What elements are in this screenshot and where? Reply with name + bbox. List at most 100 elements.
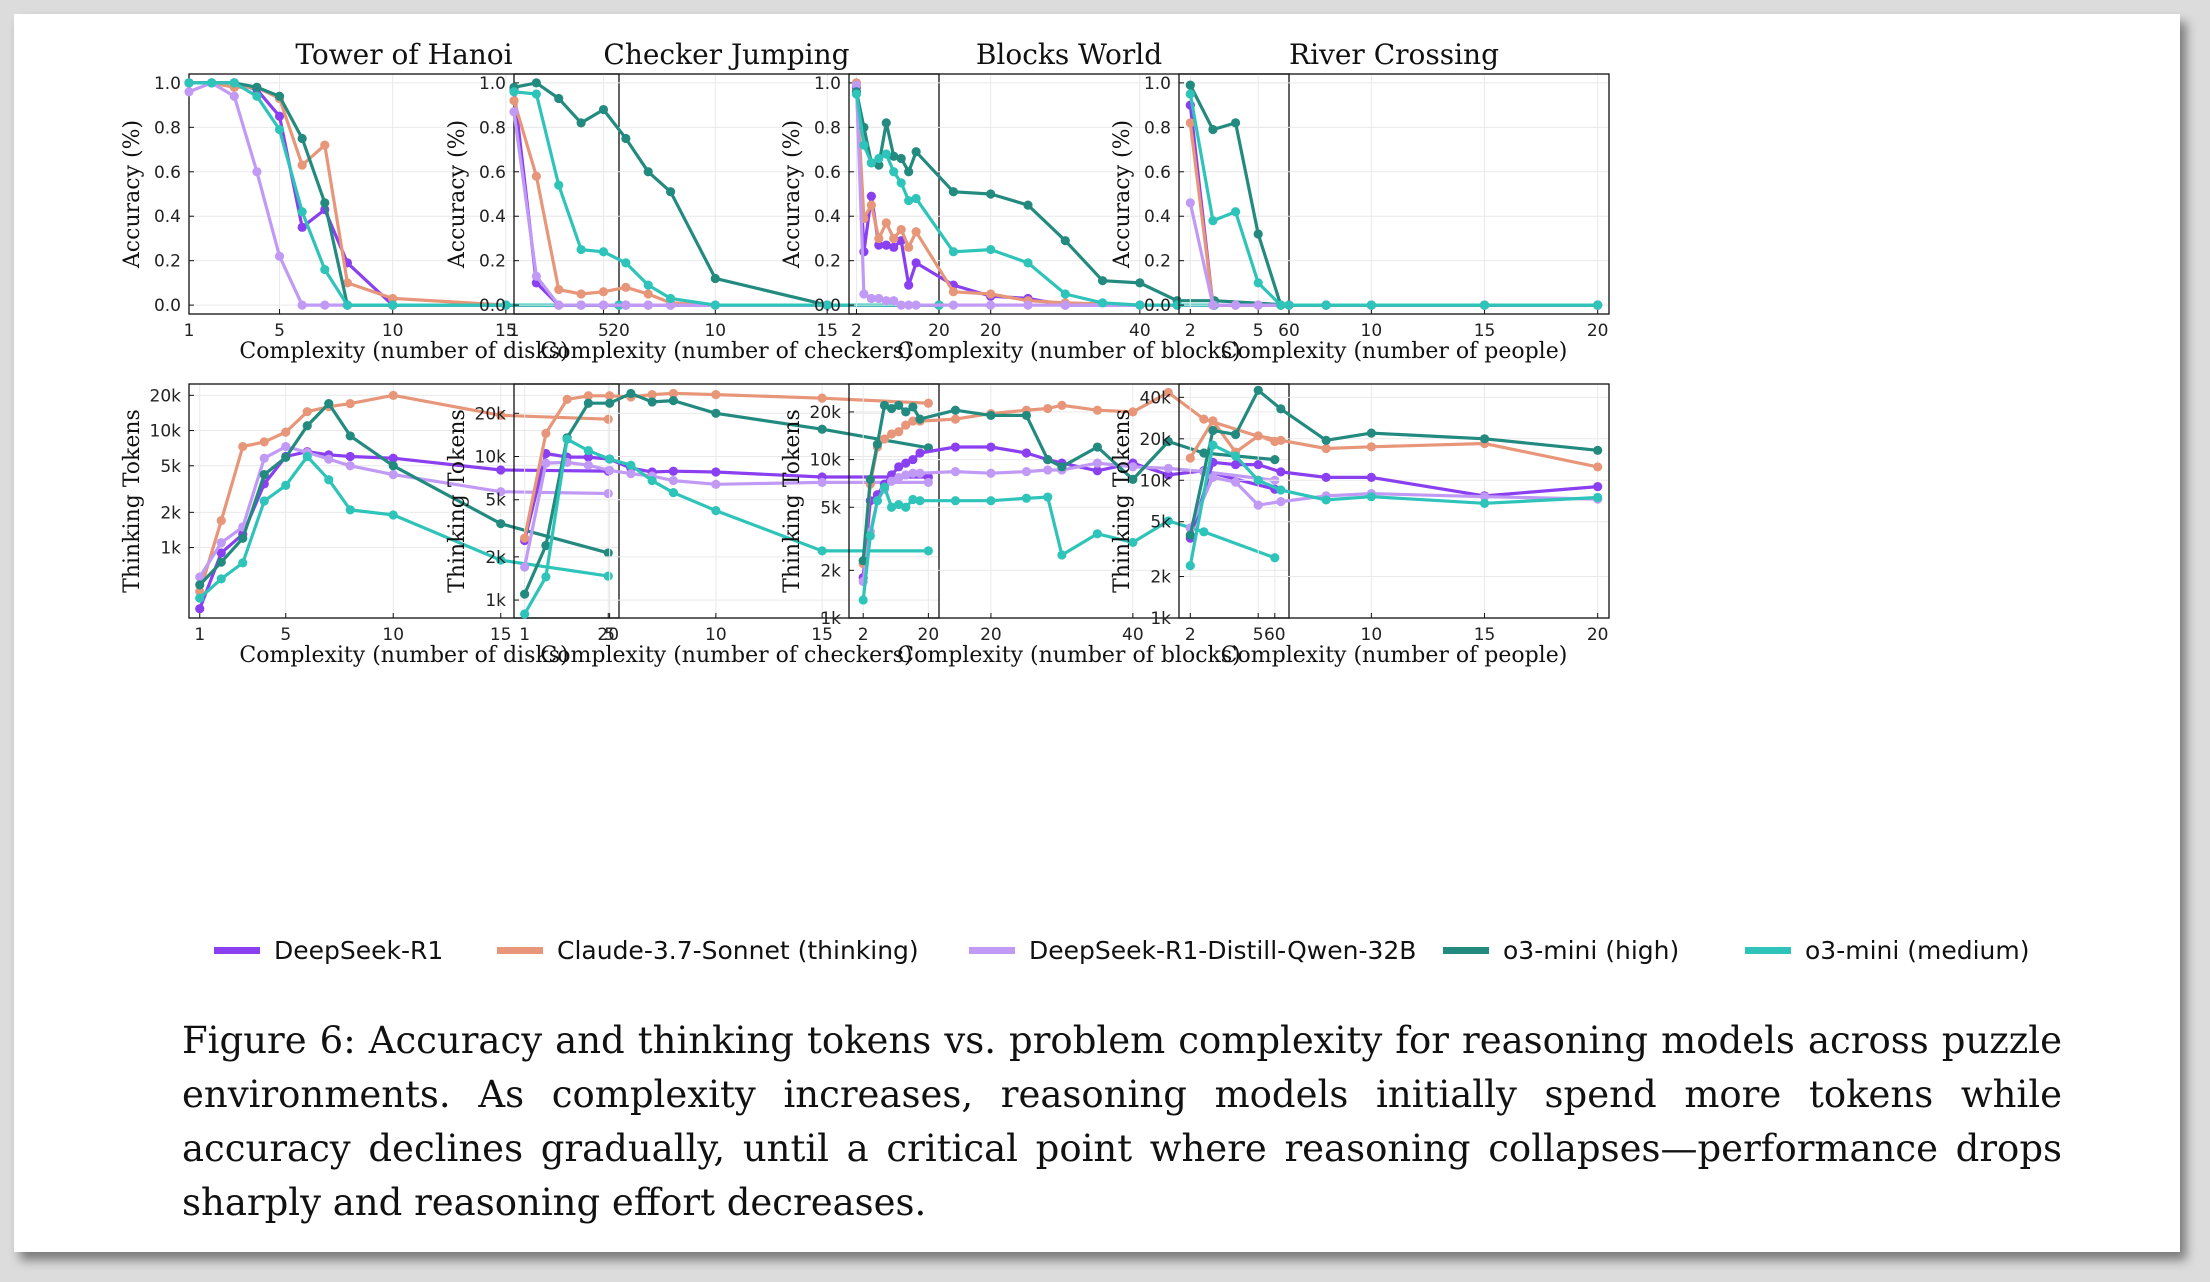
data-point: [643, 280, 653, 290]
legend-item-deepseek-r1-distill: DeepSeek-R1-Distill-Qwen-32B: [969, 930, 1416, 970]
data-point: [948, 247, 959, 257]
data-point: [886, 429, 897, 439]
data-point: [320, 300, 330, 310]
data-point: [1128, 537, 1138, 548]
data-point: [948, 187, 959, 197]
data-point: [626, 469, 636, 479]
data-point: [320, 140, 330, 150]
data-point: [259, 453, 269, 463]
y-tick-label: 0.2: [479, 252, 506, 272]
data-point: [562, 434, 572, 444]
x-tick-label: 15: [1474, 321, 1496, 341]
data-point: [874, 153, 884, 164]
y-tick-label: 1.0: [1144, 74, 1171, 94]
data-point: [896, 300, 906, 310]
legend-item-o3-mini-high: o3-mini (high): [1443, 930, 1679, 970]
data-point: [923, 398, 933, 408]
data-point: [643, 300, 653, 310]
data-point: [345, 461, 355, 471]
data-point: [817, 424, 827, 434]
x-axis-label: Complexity (number of blocks): [897, 339, 1240, 364]
y-tick-label: 2k: [160, 503, 181, 523]
data-point: [1253, 385, 1263, 395]
data-point: [281, 427, 291, 437]
x-tick-label: 60: [1278, 321, 1300, 341]
panel-title: River Crossing: [1289, 38, 1499, 71]
data-point: [986, 300, 996, 310]
series-line: [1188, 202, 1598, 307]
data-point: [859, 140, 869, 150]
data-point: [605, 465, 615, 476]
data-point: [1276, 435, 1286, 445]
data-point: [216, 574, 226, 584]
data-point: [950, 442, 961, 452]
data-point: [874, 233, 884, 244]
panel-title: Tower of Hanoi: [295, 38, 512, 71]
data-point: [665, 187, 676, 197]
y-tick-label: 0.6: [479, 163, 506, 183]
y-tick-label: 20k: [475, 404, 507, 424]
data-point: [668, 488, 678, 498]
data-point: [1276, 497, 1286, 507]
data-point: [817, 477, 827, 488]
data-point: [297, 300, 307, 310]
data-point: [605, 454, 615, 464]
y-axis-label: Thinking Tokens: [780, 409, 805, 593]
axes-frame: [1178, 383, 1610, 619]
data-point: [541, 428, 551, 438]
figure-card: 1 5 10 15 20 0.0 0.2 0.4 0.6 0.8 1.0 Tower of Hanoi…: [14, 14, 2180, 1252]
data-point: [1163, 516, 1173, 526]
data-point: [302, 421, 312, 431]
data-point: [520, 589, 530, 599]
x-tick-label: 20: [980, 321, 1002, 341]
legend-label: DeepSeek-R1-Distill-Qwen-32B: [1029, 935, 1417, 965]
legend-label: Claude-3.7-Sonnet (thinking): [557, 935, 919, 965]
data-point: [1593, 492, 1603, 503]
data-point: [1092, 529, 1102, 539]
series-line: [861, 485, 1276, 601]
data-point: [874, 160, 884, 170]
figure-caption: Figure 6: Accuracy and thinking tokens v…: [182, 1019, 2062, 1224]
series-claude-3-7-sonnet-thinking-: [195, 390, 613, 597]
data-point: [986, 189, 996, 199]
y-tick-label: 0.8: [154, 118, 181, 138]
data-point: [872, 496, 882, 506]
x-tick-label: 15: [1474, 625, 1496, 645]
data-point: [1276, 467, 1286, 477]
data-point: [1321, 472, 1331, 482]
data-point: [986, 442, 996, 452]
y-tick-label: 2k: [485, 548, 506, 568]
data-point: [711, 389, 721, 400]
data-point: [1185, 453, 1195, 463]
data-point: [1321, 443, 1331, 454]
data-point: [541, 572, 551, 582]
chart-panel: 2 5 10 15 20 1k 2k 5k 10k 20k 40k Complexity (numbe…: [1110, 383, 1610, 668]
y-tick-label: 0.6: [1144, 163, 1171, 183]
data-point: [1199, 527, 1209, 537]
data-point: [621, 258, 631, 268]
data-point: [388, 470, 398, 480]
data-point: [554, 180, 564, 190]
data-point: [388, 300, 398, 310]
data-point: [711, 408, 721, 418]
data-point: [345, 431, 355, 441]
data-point: [1092, 458, 1102, 468]
x-tick-label: 1: [184, 321, 195, 341]
data-point: [1185, 89, 1195, 99]
y-axis-label: Thinking Tokens: [445, 409, 470, 593]
data-point: [894, 499, 904, 510]
series-o3-mini-high-: [195, 398, 613, 590]
data-point: [324, 475, 334, 485]
data-point: [238, 533, 248, 543]
series-claude-3-7-sonnet-thinking-: [851, 78, 1294, 310]
data-point: [1043, 403, 1053, 414]
data-point: [184, 87, 194, 97]
x-tick-label: 5: [1253, 625, 1264, 645]
y-tick-label: 0.0: [479, 296, 506, 316]
data-point: [554, 284, 564, 295]
series-line: [854, 85, 1289, 307]
x-axis-label: Complexity (number of checkers): [540, 339, 912, 364]
data-point: [886, 470, 897, 480]
y-tick-label: 0.4: [154, 207, 181, 227]
